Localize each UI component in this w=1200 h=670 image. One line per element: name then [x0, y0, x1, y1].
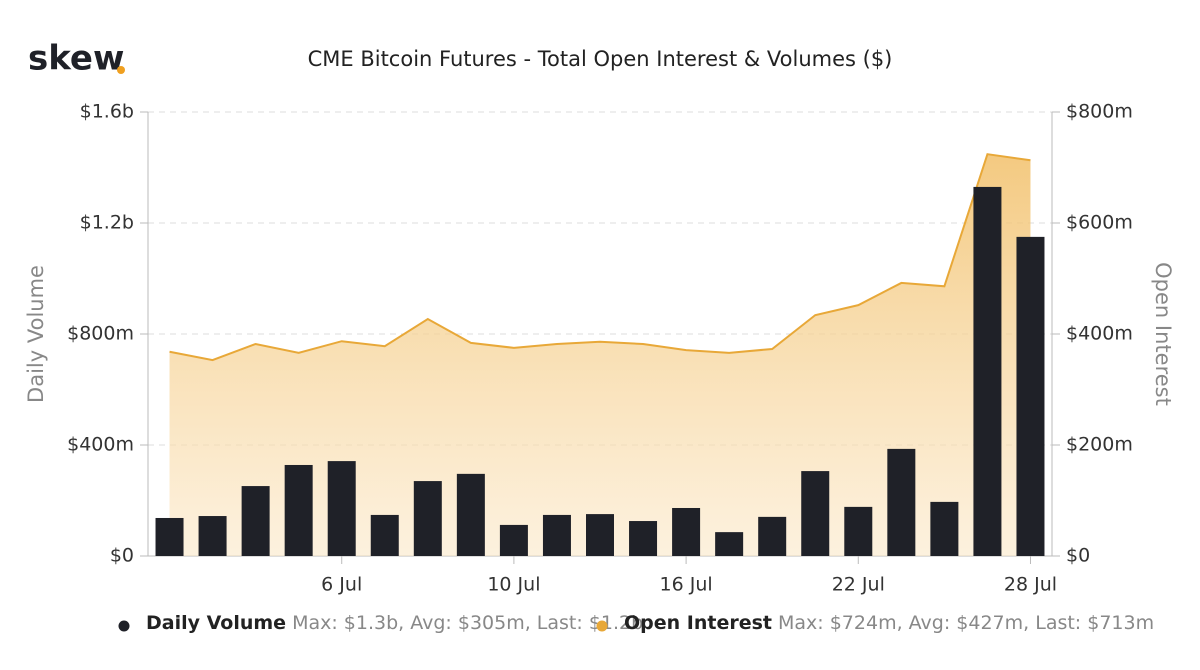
- bar: [801, 471, 830, 556]
- chart-title: CME Bitcoin Futures - Total Open Interes…: [308, 47, 893, 71]
- bar: [887, 448, 916, 556]
- y-axis-title: Daily Volume: [24, 265, 48, 403]
- bar: [413, 481, 442, 556]
- legend-name: Daily Volume: [146, 612, 286, 634]
- legend-marker: [118, 620, 130, 632]
- y2-tick-label: $800m: [1066, 101, 1133, 123]
- bar: [629, 521, 658, 556]
- y2-tick-label: $400m: [1066, 323, 1133, 345]
- bar: [715, 532, 744, 556]
- bar: [241, 486, 270, 556]
- legend-entry[interactable]: Daily Volume Max: $1.3b, Avg: $305m, Last…: [146, 612, 643, 634]
- bar: [284, 464, 313, 556]
- y2-tick-label: $600m: [1066, 212, 1133, 234]
- x-tick-label: 6 Jul: [321, 574, 362, 596]
- bar: [1016, 236, 1045, 556]
- y2-tick-label: $0: [1066, 545, 1090, 567]
- bar: [456, 473, 485, 556]
- bar: [586, 514, 614, 556]
- bar: [499, 524, 528, 556]
- area: [169, 154, 1031, 556]
- x-tick-label: 16 Jul: [660, 574, 713, 596]
- y-tick-label: $1.6b: [80, 101, 134, 123]
- bar: [198, 516, 227, 556]
- legend-name: Open Interest: [624, 612, 772, 634]
- bar: [758, 516, 787, 556]
- y-tick-label: $1.2b: [80, 212, 134, 234]
- bar: [844, 506, 873, 556]
- x-tick-label: 22 Jul: [832, 574, 885, 596]
- y-tick-label: $400m: [67, 434, 134, 456]
- bar: [542, 514, 571, 556]
- legend-entry[interactable]: Open Interest Max: $724m, Avg: $427m, Las…: [624, 612, 1154, 634]
- bar: [973, 186, 1002, 557]
- legend-stats: Max: $724m, Avg: $427m, Last: $713m: [778, 612, 1154, 634]
- logo: skew: [28, 39, 124, 79]
- y-tick-label: $800m: [67, 323, 134, 345]
- bar: [930, 501, 959, 556]
- bar: [327, 461, 356, 556]
- line: [169, 153, 1031, 362]
- legend-stats: Max: $1.3b, Avg: $305m, Last: $1.2b: [292, 612, 643, 634]
- x-tick-label: 10 Jul: [487, 574, 540, 596]
- y-tick-label: $0: [110, 545, 134, 567]
- y2-axis-title: Open Interest: [1151, 262, 1175, 406]
- y2-tick-label: $200m: [1066, 434, 1133, 456]
- bar: [672, 507, 701, 556]
- legend-marker: [596, 620, 608, 632]
- bar: [155, 517, 184, 556]
- bar: [370, 514, 399, 556]
- x-tick-label: 28 Jul: [1004, 574, 1057, 596]
- logo-dot: [117, 66, 125, 74]
